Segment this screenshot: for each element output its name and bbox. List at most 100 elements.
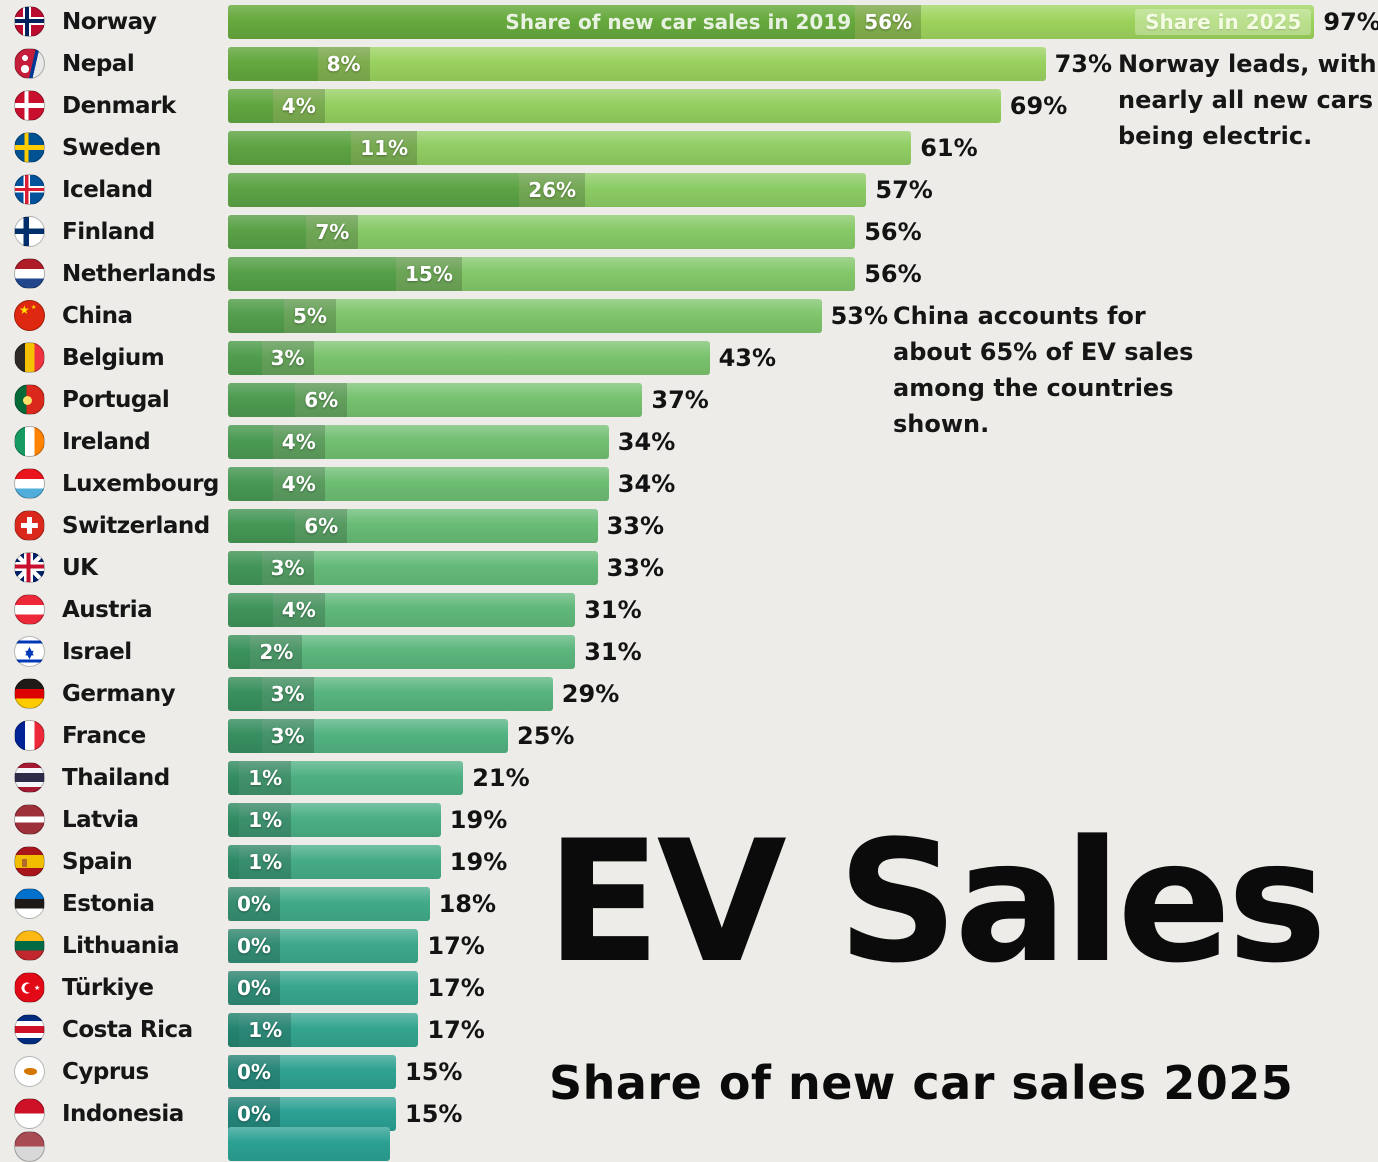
bar-2019-segment <box>228 1013 240 1047</box>
chart-row: Türkiye 0% 17% <box>0 971 1378 1005</box>
value-2025-label: 15% <box>405 1100 463 1128</box>
chart-row: Belgium 3% 43% <box>0 341 1378 375</box>
flag-costa-rica-icon <box>14 1014 45 1045</box>
bar-2025: 4% <box>228 467 609 501</box>
flag-netherlands-icon <box>14 258 45 289</box>
value-2019-label: 4% <box>272 593 325 627</box>
flag-nepal-icon <box>14 48 45 79</box>
flag-norway-icon <box>14 6 45 37</box>
bar-2025: 4% <box>228 425 609 459</box>
value-2019-label: 2% <box>250 635 303 669</box>
value-2025-label: 57% <box>875 176 933 204</box>
value-2025-label: 15% <box>405 1058 463 1086</box>
flag-uk-icon <box>14 552 45 583</box>
flag-iceland-icon <box>14 174 45 205</box>
value-2025-label: 97% <box>1323 8 1378 36</box>
chart-row: Portugal 6% 37% <box>0 383 1378 417</box>
country-label: Cyprus <box>62 1059 149 1085</box>
country-label: Ireland <box>62 429 151 455</box>
value-2019-label: 5% <box>284 299 336 333</box>
flag-denmark-icon <box>14 90 45 121</box>
flag-germany-icon <box>14 678 45 709</box>
flag-belgium-icon <box>14 342 45 373</box>
bar-2019-segment <box>228 425 273 459</box>
country-label: Belgium <box>62 345 165 371</box>
value-2019-label: 3% <box>261 719 314 753</box>
chart-subtitle: Share of new car sales 2025 <box>549 1056 1294 1110</box>
value-2025-label: 56% <box>864 218 922 246</box>
value-2025-label: 61% <box>920 134 978 162</box>
country-label: Netherlands <box>62 261 216 287</box>
value-2025-label: 25% <box>517 722 575 750</box>
value-2025-label: 73% <box>1054 50 1113 78</box>
country-label: Iceland <box>62 177 153 203</box>
bar-2025: 4% <box>228 89 1001 123</box>
flag-switzerland-icon <box>14 510 45 541</box>
flag-finland-icon <box>14 216 45 247</box>
value-2019-label: 0% <box>228 929 280 963</box>
bar-2025: 1% <box>228 845 441 879</box>
value-2025-label: 53% <box>830 302 889 330</box>
value-2025-label: 19% <box>449 806 508 834</box>
bar-2019-segment <box>228 383 296 417</box>
bar-2025: 8% <box>228 47 1046 81</box>
country-label: Nepal <box>62 51 135 77</box>
value-2019-label: 1% <box>239 845 292 879</box>
value-2019-label: 0% <box>228 971 280 1005</box>
flag-latvia-icon <box>14 804 45 835</box>
chart-row: Thailand 1% 21% <box>0 761 1378 795</box>
bar-2025: 3% <box>228 719 508 753</box>
value-2019-label: 0% <box>228 1055 280 1089</box>
value-2025-label: 17% <box>427 932 485 960</box>
chart-row: Nepal 8% 73% <box>0 47 1378 81</box>
value-2025-label: 37% <box>651 386 709 414</box>
bar-2025: 3% <box>228 341 710 375</box>
bar-2019-segment <box>228 299 284 333</box>
value-2025-label: 31% <box>584 596 642 624</box>
bar-2025: 7% <box>228 215 856 249</box>
value-2019-label: 4% <box>272 425 325 459</box>
bar-2025: 3% <box>228 677 553 711</box>
country-label: Israel <box>62 639 132 665</box>
chart-row: Estonia 0% 18% <box>0 887 1378 921</box>
chart-row: France 3% 25% <box>0 719 1378 753</box>
chart-row: Ireland 4% 34% <box>0 425 1378 459</box>
country-label: UK <box>62 555 98 581</box>
flag-austria-icon <box>14 594 45 625</box>
value-2019-label: 8% <box>317 47 370 81</box>
bar-2019-segment <box>228 257 396 291</box>
flag-ireland-icon <box>14 426 45 457</box>
bar-2019-segment <box>228 845 240 879</box>
chart-row: Netherlands 15% 56% <box>0 257 1378 291</box>
chart-row: Iceland 26% 57% <box>0 173 1378 207</box>
value-2025-label: 17% <box>427 974 485 1002</box>
value-2019-label: 6% <box>295 509 348 543</box>
bar-2025: Share of new car sales in 2019 Share in 2… <box>228 5 1315 39</box>
value-2025-label: 29% <box>561 680 620 708</box>
value-2025-label: 33% <box>606 512 665 540</box>
value-2019-label: 26% <box>519 173 586 207</box>
value-2025-label: 31% <box>584 638 642 666</box>
value-2019-label: 7% <box>306 215 359 249</box>
value-2019-label: 11% <box>351 131 418 165</box>
bar-2019-segment <box>228 635 251 669</box>
flag-lithuania-icon <box>14 930 45 961</box>
country-label: Costa Rica <box>62 1017 193 1043</box>
chart-title: EV Sales <box>546 804 1327 1000</box>
chart-row: Austria 4% 31% <box>0 593 1378 627</box>
bar-2019-segment <box>228 761 240 795</box>
chart-row: Finland 7% 56% <box>0 215 1378 249</box>
annotation-norway: Norway leads, with nearly all new cars b… <box>1118 50 1377 150</box>
chart-row-partial <box>0 1127 1378 1162</box>
bar-2025-partial <box>228 1127 391 1161</box>
bar-2019-segment <box>228 551 262 585</box>
bar-2025: 5% <box>228 299 822 333</box>
bar-2019-segment <box>228 509 296 543</box>
flag-thailand-icon <box>14 762 45 793</box>
value-2019-label: 1% <box>239 1013 292 1047</box>
bar-2025: 0% <box>228 1055 396 1089</box>
chart-row: Germany 3% 29% <box>0 677 1378 711</box>
value-2025-label: 56% <box>864 260 922 288</box>
country-label: Türkiye <box>62 975 154 1001</box>
country-label: Switzerland <box>62 513 210 539</box>
